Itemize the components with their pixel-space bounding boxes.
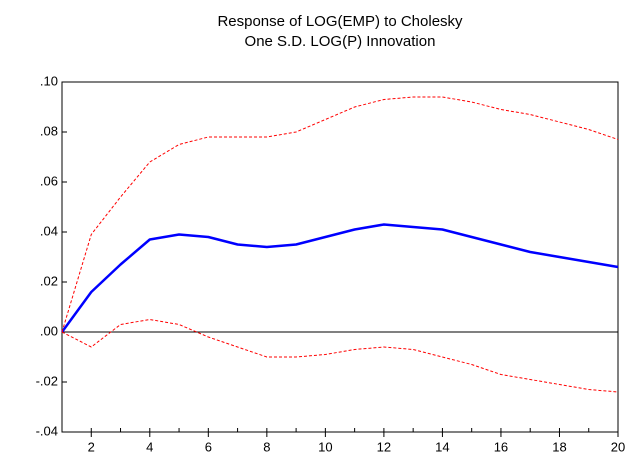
y-tick-label: .08 — [40, 123, 58, 138]
y-tick-label: .04 — [40, 223, 58, 238]
x-tick-label: 8 — [263, 439, 270, 454]
x-tick-label: 2 — [88, 439, 95, 454]
x-tick-label: 16 — [494, 439, 508, 454]
chart-title: Response of LOG(EMP) to Cholesky — [217, 13, 463, 30]
confidence-band — [61, 319, 619, 393]
x-tick-label: 12 — [377, 439, 391, 454]
y-tick-label: .06 — [40, 173, 58, 188]
x-tick-label: 4 — [146, 439, 153, 454]
x-tick-label: 20 — [611, 439, 625, 454]
y-tick-label: -.02 — [36, 373, 58, 388]
x-tick-label: 14 — [435, 439, 449, 454]
y-tick-label: .00 — [40, 323, 58, 338]
y-tick-label: .02 — [40, 273, 58, 288]
x-tick-label: 10 — [318, 439, 332, 454]
chart-subtitle: One S.D. LOG(P) Innovation — [245, 33, 436, 50]
plot-frame — [61, 81, 619, 433]
response-line — [60, 223, 619, 333]
y-tick-label: -.04 — [36, 423, 58, 438]
x-tick-label: 18 — [552, 439, 566, 454]
confidence-band — [61, 96, 619, 333]
y-tick-label: .10 — [40, 73, 58, 88]
x-tick-label: 6 — [205, 439, 212, 454]
